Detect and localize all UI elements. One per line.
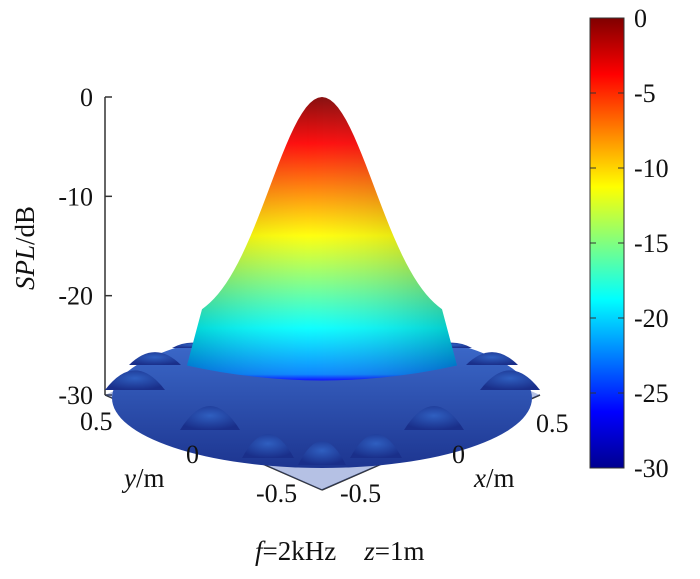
z-axis-ticks [105, 96, 112, 396]
main-lobe-shading [187, 97, 457, 381]
colorbar-tick-label: -10 [634, 154, 669, 183]
z-tick-label: 0 [80, 83, 93, 112]
side-lobe [404, 406, 464, 430]
side-lobe [180, 406, 240, 430]
colorbar-tick-label: 0 [634, 4, 647, 33]
figure-caption: f=2kHz z=1m [255, 536, 424, 566]
colorbar-tick-label: -20 [634, 304, 669, 333]
z-tick-label: -30 [58, 381, 93, 410]
x-axis-label: x/m [473, 463, 515, 493]
side-lobe [242, 434, 294, 458]
z-tick-label: -20 [58, 282, 93, 311]
x-axis-tick-labels: -0.5 0 0.5 [340, 409, 569, 508]
side-lobe [466, 352, 518, 365]
colorbar-tick-label: -25 [634, 379, 669, 408]
y-tick-label: 0.5 [80, 407, 113, 436]
y-axis-label: y/m [121, 463, 165, 493]
side-lobe [480, 370, 540, 390]
colorbar-tick-labels: 0 -5 -10 -15 -20 -25 -30 [634, 4, 669, 483]
side-lobe [350, 434, 402, 458]
side-lobe [298, 441, 346, 465]
z-axis-label: SPL/dB [10, 206, 40, 290]
side-lobe [105, 370, 165, 390]
colorbar-tick-label: -30 [634, 454, 669, 483]
x-tick-label: -0.5 [340, 479, 381, 508]
colorbar-tick-label: -15 [634, 229, 669, 258]
y-tick-label: -0.5 [256, 479, 297, 508]
colorbar: 0 -5 -10 -15 -20 -25 -30 [589, 4, 669, 483]
colorbar-ticks [590, 17, 624, 469]
x-tick-label: 0.5 [536, 409, 569, 438]
z-tick-label: -10 [58, 182, 93, 211]
side-lobe [129, 352, 181, 365]
x-tick-label: 0 [452, 440, 465, 469]
front-side-lobes [180, 406, 464, 465]
z-axis-tick-labels: 0 -10 -20 -30 [58, 83, 93, 410]
y-tick-label: 0 [186, 440, 199, 469]
z-axis: 0 -10 -20 -30 SPL/dB [10, 83, 112, 410]
surface [105, 97, 540, 490]
colorbar-tick-label: -5 [634, 79, 656, 108]
y-axis-tick-labels: 0.5 0 -0.5 [80, 407, 297, 508]
